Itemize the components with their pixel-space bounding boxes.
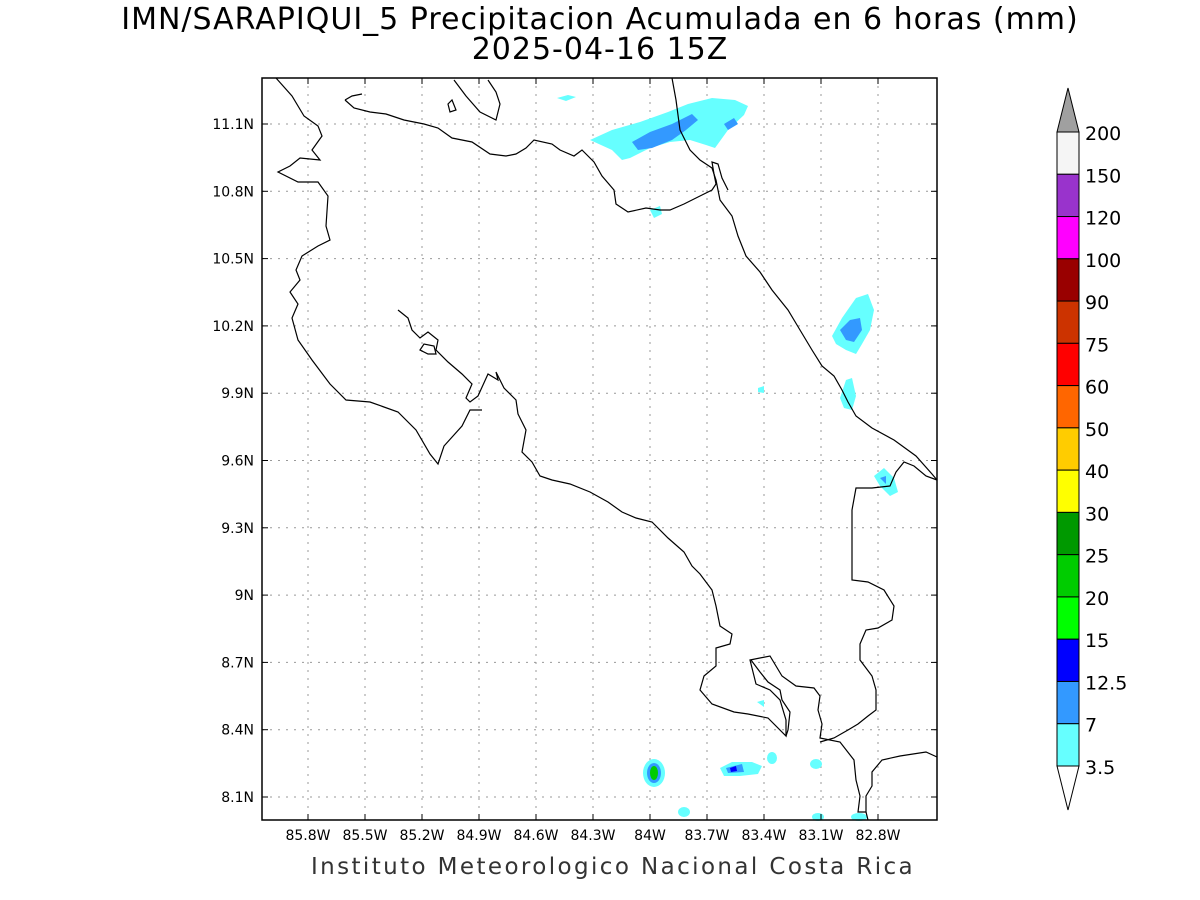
rain-area-south-small	[767, 752, 777, 764]
lat-tick-label: 9.6N	[221, 454, 254, 470]
rain-area-south-small-3	[678, 807, 690, 817]
burica	[865, 811, 869, 821]
colorbar-swatch	[1056, 173, 1080, 218]
lon-tick-label: 83.7W	[684, 828, 729, 844]
colorbar-swatch	[1056, 554, 1080, 598]
precipitation-colorbar: 200 150 120 100 90 75 60 50 40 30 25 20 15 12.5 7 3.5	[1056, 87, 1127, 811]
north-inlet	[453, 79, 501, 121]
rain-area-south-small-2	[810, 759, 822, 769]
lon-tick-label: 82.8W	[855, 828, 900, 844]
map-plot-area	[262, 78, 937, 820]
colorbar-label: 100	[1085, 250, 1121, 272]
lat-tick-label: 9N	[235, 588, 254, 604]
colorbar-label: 120	[1085, 208, 1121, 230]
lat-tick-label: 9.3N	[221, 521, 254, 537]
island-chira	[419, 343, 437, 355]
colorbar-label: 40	[1085, 461, 1109, 483]
lat-tick-label: 8.4N	[221, 723, 254, 739]
rain-area-caribbean-2	[840, 378, 856, 410]
colorbar-label: 150	[1085, 165, 1121, 187]
lon-tick-label: 85.5W	[342, 828, 387, 844]
colorbar-swatch	[1056, 469, 1080, 513]
osa-peninsula	[750, 659, 791, 737]
lon-tick-label: 84.3W	[570, 828, 615, 844]
map-subtitle-datetime: 2025-04-16 15Z	[471, 32, 729, 67]
rain-area-north-small	[557, 95, 576, 101]
institution-credit: Instituto Meteorologico Nacional Costa R…	[310, 854, 916, 880]
rain-area-north-e	[724, 118, 738, 130]
lon-tick-label: 84W	[634, 828, 666, 844]
coastline	[275, 77, 938, 821]
colorbar-label: 50	[1085, 419, 1109, 441]
lon-tick-label: 83.4W	[741, 828, 786, 844]
lat-tick-label: 10.8N	[212, 184, 254, 200]
colorbar-swatch	[1056, 216, 1080, 260]
lon-tick-label: 83.1W	[798, 828, 843, 844]
lat-tick-label: 9.9N	[221, 386, 254, 402]
colorbar-label: 90	[1085, 292, 1109, 314]
rain-area-south-west-15	[650, 766, 658, 780]
colorbar-label: 30	[1085, 503, 1109, 525]
map-frame	[261, 77, 938, 821]
rain-area-point-2	[757, 700, 764, 707]
colorbar-under-triangle	[1056, 765, 1080, 811]
colorbar-swatch	[1056, 385, 1080, 429]
rain-area-south-small-5	[851, 813, 867, 821]
colorbar-label: 15	[1085, 630, 1109, 652]
colorbar-swatch	[1056, 596, 1080, 640]
panama-border	[819, 461, 938, 743]
colorbar-label: 200	[1085, 123, 1121, 145]
colorbar-label: 20	[1085, 588, 1109, 610]
rain-area-point	[758, 386, 764, 393]
colorbar-label: 60	[1085, 377, 1109, 399]
map-title: IMN/SARAPIQUI_5 Precipitacion Acumulada …	[121, 2, 1079, 37]
colorbar-swatch	[1056, 131, 1080, 175]
colorbar-swatch	[1056, 427, 1080, 471]
precipitation-field	[557, 95, 898, 821]
colorbar-swatch	[1056, 680, 1080, 725]
rain-area-south-center-12	[730, 766, 737, 772]
lat-tick-label: 10.5N	[212, 252, 254, 268]
island-north	[447, 98, 457, 113]
lon-tick-label: 84.6W	[513, 828, 558, 844]
rio-san-juan	[344, 93, 363, 101]
graticule-grid	[262, 78, 937, 820]
colorbar-swatch	[1056, 300, 1080, 344]
caribbean-coast	[671, 77, 938, 481]
rain-area-caribbean-7	[840, 318, 862, 342]
colorbar-swatch	[1056, 258, 1080, 302]
border-north	[275, 77, 482, 466]
lon-tick-label: 85.8W	[285, 828, 330, 844]
colorbar-label: 25	[1085, 546, 1109, 568]
colorbar-swatch	[1056, 723, 1080, 767]
nicaragua-coast	[344, 99, 729, 213]
lon-tick-label: 85.2W	[399, 828, 444, 844]
longitude-ticks: 85.8W 85.5W 85.2W 84.9W 84.6W 84.3W 84W 83.7W 83…	[285, 78, 901, 844]
colorbar-label: 3.5	[1085, 757, 1115, 779]
colorbar-swatch	[1056, 638, 1080, 682]
colorbar-label: 12.5	[1085, 672, 1127, 694]
latitude-ticks: 11.1N 10.8N 10.5N 10.2N 9.9N 9.6N 9.3N 9N 8.7N 8.…	[212, 117, 937, 806]
lon-tick-label: 84.9W	[456, 828, 501, 844]
lat-tick-label: 11.1N	[212, 117, 254, 133]
nicoya-gulf	[397, 309, 938, 813]
lat-tick-label: 8.7N	[221, 655, 254, 671]
colorbar-label: 7	[1085, 715, 1097, 737]
colorbar-label: 75	[1085, 334, 1109, 356]
colorbar-over-triangle	[1056, 87, 1080, 133]
colorbar-swatch	[1056, 342, 1080, 387]
lat-tick-label: 10.2N	[212, 319, 254, 335]
rain-area-north-7	[632, 114, 698, 150]
rain-area-bocas-7	[880, 476, 886, 484]
colorbar-swatch	[1056, 511, 1080, 556]
lat-tick-label: 8.1N	[221, 790, 254, 806]
